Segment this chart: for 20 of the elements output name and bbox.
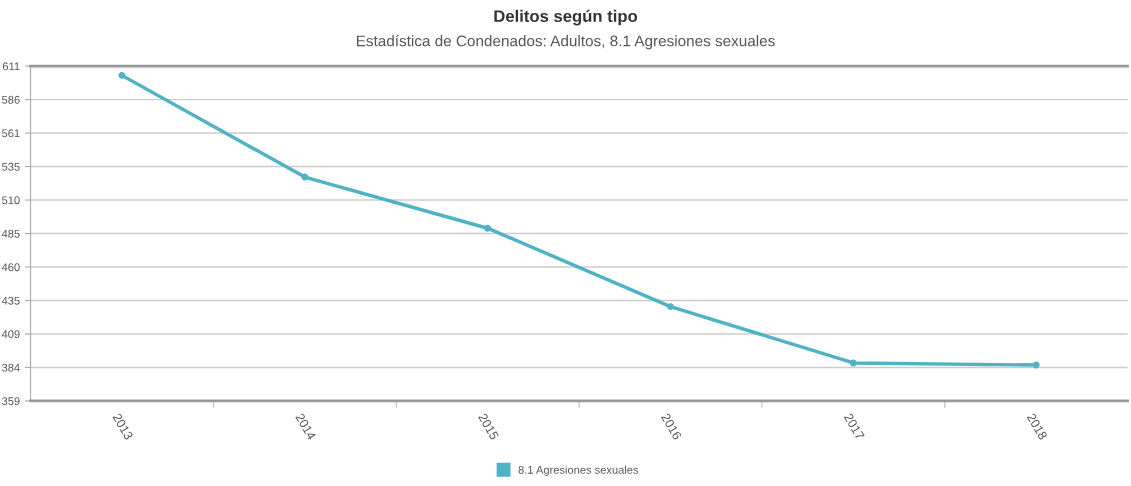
point [667,303,674,311]
point [301,173,309,181]
y-tick-label: 460 [1,263,20,272]
y-tick-label: 535 [2,162,20,171]
y-tick-label: 409 [1,330,20,339]
y-tick-label: 384 [2,363,20,372]
point [1032,361,1040,369]
y-tick-label: 359 [2,397,20,406]
point [118,71,126,79]
y-tick-label: 435 [1,296,20,305]
chart-title: Delitos según tipo [494,9,638,26]
y-tick-label: 611 [2,62,20,71]
y-tick-label: 485 [1,229,20,238]
legend-label: 8.1 Agresiones sexuales [518,465,639,476]
point [849,359,857,367]
y-tick-label: 586 [2,95,20,104]
point [484,224,492,232]
y-tick-label: 561 [2,129,20,138]
chart-subtitle: Estadística de Condenados: Adultos, 8.1 Agresiones sexuales [356,34,775,50]
y-tick-label: 510 [2,196,20,205]
